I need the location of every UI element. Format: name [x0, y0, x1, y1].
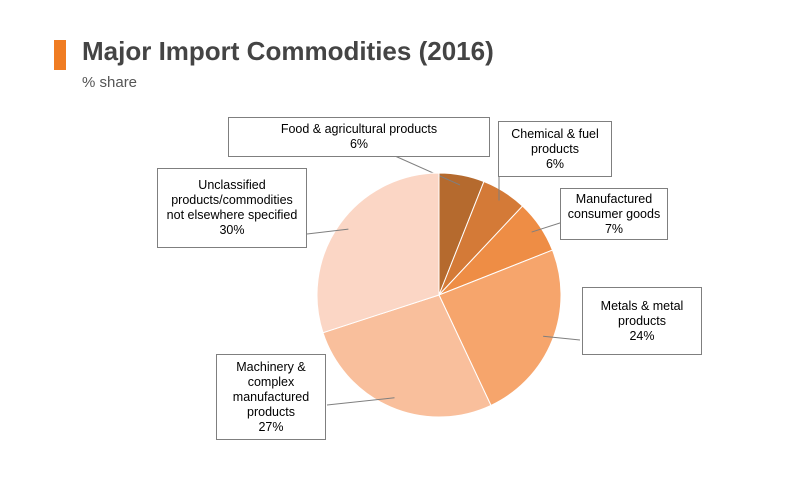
title-accent-bar [54, 40, 66, 70]
label-machinery-value: 27% [258, 419, 284, 434]
label-food-agricultural-name: Food & agricultural products [280, 122, 438, 136]
chart-title: Major Import Commodities (2016) [82, 36, 494, 66]
label-metals: Metals & metal products 24% [582, 287, 702, 355]
chart-subtitle: % share [82, 74, 138, 91]
leader-line-food-agricultural [394, 155, 461, 186]
label-metals-value: 24% [629, 328, 655, 343]
label-unclassified: Unclassified products/commodities not el… [157, 168, 307, 248]
label-food-agricultural: Food & agricultural products 6% [228, 117, 490, 157]
pie-slice-unclassified [316, 172, 440, 334]
label-machinery-name: Machinery & complex manufactured product… [232, 359, 310, 419]
label-manufactured-consumer-name: Manufactured consumer goods [567, 191, 661, 221]
label-unclassified-name: Unclassified products/commodities not el… [166, 178, 298, 222]
label-chemical-fuel-value: 6% [545, 156, 565, 171]
leader-line-machinery [326, 397, 395, 406]
leader-line-unclassified [306, 228, 349, 235]
label-manufactured-consumer-value: 7% [604, 221, 624, 236]
label-metals-name: Metals & metal products [600, 298, 684, 328]
label-unclassified-value: 30% [219, 223, 245, 237]
label-chemical-fuel-name: Chemical & fuel products [511, 126, 599, 156]
pie-slice-machinery [322, 294, 492, 418]
leader-line-metals [543, 335, 581, 341]
label-manufactured-consumer: Manufactured consumer goods 7% [560, 188, 668, 240]
label-chemical-fuel: Chemical & fuel products 6% [498, 121, 612, 177]
pie-slice-metals [438, 249, 562, 407]
leader-line-manufactured-consumer [531, 221, 564, 233]
label-machinery: Machinery & complex manufactured product… [216, 354, 326, 440]
label-food-agricultural-value: 6% [349, 137, 369, 151]
